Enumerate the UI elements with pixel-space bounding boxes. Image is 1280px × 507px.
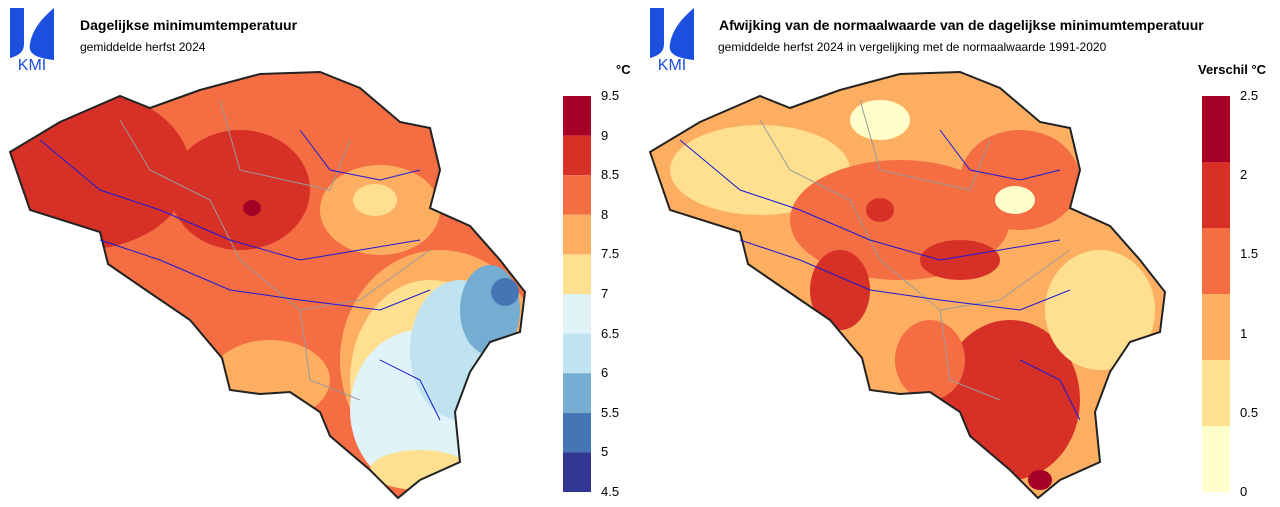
legend-unit: Verschil °C bbox=[1198, 62, 1267, 77]
legend-swatch bbox=[1202, 360, 1230, 426]
legend-swatch bbox=[1202, 162, 1230, 228]
panel-min-temp: KMI Dagelijkse minimumtemperatuur gemidd… bbox=[8, 8, 631, 500]
province-borders bbox=[119, 99, 431, 401]
legend-tick-label: 8 bbox=[601, 206, 609, 222]
legend-tick-label: 8.5 bbox=[601, 167, 620, 183]
legend-tick-label: 7 bbox=[601, 286, 609, 301]
legend-tick-label: 0 bbox=[1240, 484, 1248, 499]
map-title: Afwijking van de normaalwaarde van de da… bbox=[719, 17, 1204, 33]
legend-swatch bbox=[1202, 294, 1230, 360]
rivers bbox=[39, 129, 441, 421]
legend-swatch bbox=[563, 412, 591, 453]
legend-tick-label: 6.5 bbox=[601, 325, 620, 341]
legend-tick-label: 6 bbox=[601, 365, 609, 381]
legend-tick-label: 4.5 bbox=[601, 484, 620, 499]
legend-unit: °C bbox=[616, 62, 631, 77]
legend-swatch bbox=[563, 96, 591, 136]
legend-colorbar bbox=[563, 96, 591, 492]
legend-tick-label: 2.5 bbox=[1240, 88, 1259, 103]
legend-swatch bbox=[1202, 96, 1230, 162]
kmi-logo-text: KMI bbox=[18, 57, 46, 72]
legend-tick-label: 1 bbox=[1240, 325, 1248, 341]
legend-tick-label: 1.5 bbox=[1240, 246, 1259, 262]
legend-swatch bbox=[563, 373, 591, 413]
map-title: Dagelijkse minimumtemperatuur bbox=[80, 17, 298, 33]
legend-tick-label: 7.5 bbox=[601, 246, 620, 262]
legend-tick-label: 2 bbox=[1240, 167, 1248, 183]
legend-swatch bbox=[1202, 228, 1230, 294]
kmi-logo-text: KMI bbox=[658, 57, 686, 72]
legend-swatch bbox=[563, 214, 591, 255]
legend-colorbar bbox=[1202, 96, 1230, 492]
legend-tick-label: 0.5 bbox=[1240, 404, 1259, 420]
legend-tick-label: 5 bbox=[601, 444, 609, 460]
kmi-logo: KMI bbox=[10, 8, 54, 72]
kmi-logo: KMI bbox=[650, 8, 694, 72]
belgium-temperature-map bbox=[8, 70, 527, 500]
legend-swatch bbox=[563, 294, 591, 334]
map-subtitle: gemiddelde herfst 2024 in vergelijking m… bbox=[718, 40, 1107, 54]
rivers bbox=[679, 129, 1081, 421]
panel-anomaly: KMI Afwijking van de normaalwaarde van d… bbox=[640, 0, 1280, 507]
legend-swatch bbox=[1202, 426, 1230, 492]
legend-swatch bbox=[563, 333, 591, 374]
map-subtitle: gemiddelde herfst 2024 bbox=[80, 40, 206, 54]
legend-tick-label: 5.5 bbox=[601, 404, 620, 420]
legend-swatch bbox=[563, 135, 591, 176]
legend-swatch bbox=[563, 175, 591, 215]
belgium-anomaly-map bbox=[648, 70, 1167, 500]
legend-swatch bbox=[563, 452, 591, 492]
province-borders bbox=[759, 99, 1071, 401]
legend-tick-label: 9 bbox=[601, 127, 609, 143]
legend-swatch bbox=[563, 254, 591, 294]
legend-tick-label: 9.5 bbox=[601, 88, 620, 103]
